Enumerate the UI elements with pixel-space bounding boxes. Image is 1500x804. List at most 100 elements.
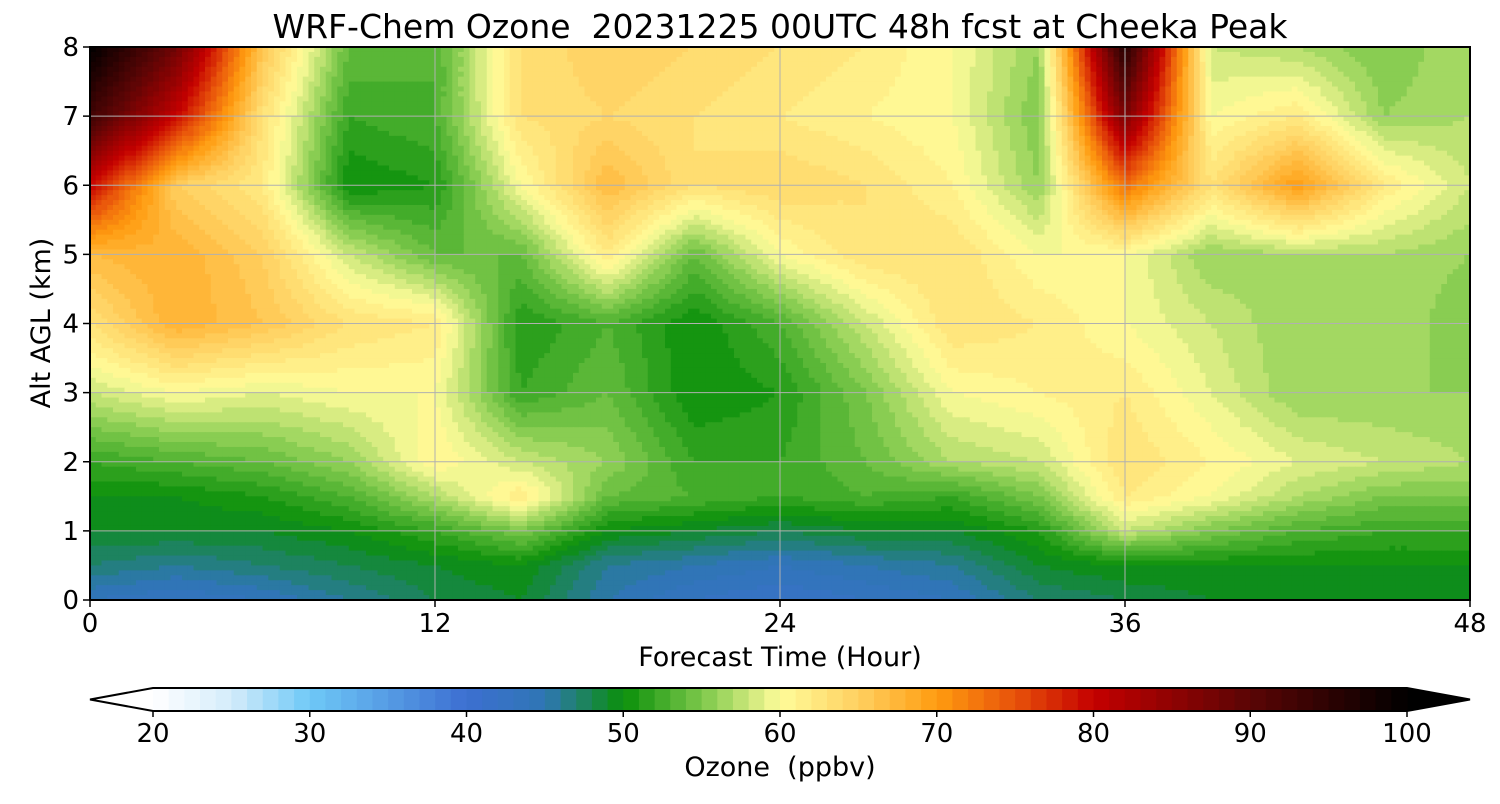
heatmap-cell [1096,71,1103,78]
heatmap-cell [469,116,476,122]
heatmap-cell [613,140,620,147]
heatmap-cell [343,116,350,122]
heatmap-cell [981,66,988,73]
heatmap-cell [705,126,712,132]
heatmap-cell [1182,111,1189,117]
heatmap-cell [1412,126,1419,132]
heatmap-cell [1303,66,1310,73]
heatmap-cell [1084,111,1092,117]
heatmap-cell [251,61,258,68]
heatmap-cell [1360,76,1368,83]
heatmap-cell [550,61,557,68]
heatmap-cell [912,51,919,58]
heatmap-cell [929,111,936,117]
heatmap-cell [636,86,643,93]
heatmap-cell [688,76,695,83]
heatmap-cell [958,61,965,68]
heatmap-cell [274,111,281,117]
heatmap-cell [1010,71,1017,78]
heatmap-cell [808,71,816,78]
heatmap-cell [900,145,908,152]
heatmap-cell [1199,96,1207,102]
heatmap-cell [619,140,626,147]
heatmap-cell [504,145,511,152]
heatmap-cell [728,101,735,107]
heatmap-cell [929,116,936,122]
heatmap-cell [624,86,632,93]
heatmap-cell [630,140,637,147]
heatmap-cell [596,140,603,147]
heatmap-cell [527,101,534,107]
heatmap-cell [814,91,821,97]
heatmap-cell [245,56,252,63]
heatmap-cell [515,76,522,83]
heatmap-cell [866,76,873,83]
heatmap-cell [274,61,281,68]
heatmap-cell [877,51,885,58]
heatmap-cell [1268,116,1276,122]
heatmap-cell [463,71,471,78]
heatmap-cell [636,130,643,137]
heatmap-cell [1389,130,1396,137]
heatmap-cell [1050,126,1057,132]
heatmap-cell [1021,140,1028,147]
heatmap-cell [1130,116,1138,122]
heatmap-cell [469,81,476,88]
heatmap-cell [245,61,252,68]
heatmap-cell [1171,91,1178,97]
heatmap-cell [147,56,154,63]
heatmap-cell [1038,121,1046,127]
heatmap-cell [1251,51,1258,58]
heatmap-cell [187,86,195,93]
heatmap-cell [964,106,971,112]
heatmap-cell [95,106,103,112]
heatmap-cell [854,126,862,132]
heatmap-cell [199,130,206,137]
heatmap-cell [130,111,137,117]
heatmap-cell [1464,61,1471,68]
heatmap-cell [95,91,103,97]
heatmap-cell [1245,96,1253,102]
heatmap-cell [1113,121,1120,127]
heatmap-cell [642,145,649,152]
heatmap-cell [906,96,913,102]
heatmap-cell [130,51,137,58]
heatmap-cell [1320,101,1327,107]
heatmap-cell [532,47,540,53]
heatmap-cell [360,71,367,78]
heatmap-cell [95,51,103,58]
heatmap-cell [1096,61,1103,68]
heatmap-cell [274,121,281,127]
heatmap-cell [469,135,476,142]
heatmap-cell [734,111,741,117]
heatmap-cell [647,61,655,68]
heatmap-cell [452,91,459,97]
heatmap-cell [860,91,867,97]
heatmap-cell [1096,111,1103,117]
heatmap-cell [1447,111,1454,117]
heatmap-cell [1234,76,1241,83]
heatmap-cell [297,111,304,117]
heatmap-cell [739,140,747,147]
heatmap-cell [820,86,827,93]
heatmap-cell [682,140,689,147]
heatmap-cell [797,81,804,88]
heatmap-cell [400,96,407,102]
heatmap-cell [1021,81,1028,88]
heatmap-cell [872,96,879,102]
heatmap-cell [636,111,643,117]
heatmap-cell [377,47,384,53]
heatmap-cell [452,51,459,58]
heatmap-cell [797,86,804,93]
heatmap-cell [693,86,701,93]
heatmap-cell [1320,61,1327,68]
heatmap-cell [630,116,637,122]
heatmap-cell [1061,116,1069,122]
heatmap-cell [889,91,896,97]
heatmap-cell [320,111,327,117]
heatmap-cell [199,61,206,68]
heatmap-cell [975,76,982,83]
heatmap-cell [1176,96,1184,102]
heatmap-cell [1424,101,1431,107]
heatmap-cell [1217,121,1224,127]
